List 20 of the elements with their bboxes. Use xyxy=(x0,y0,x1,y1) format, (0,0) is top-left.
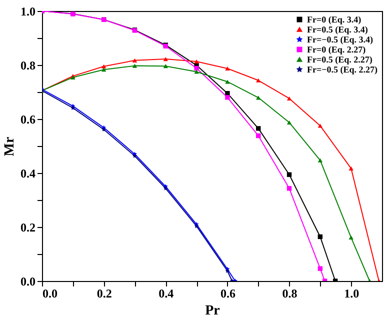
y-axis-title: Mr xyxy=(2,136,18,156)
legend-label: Fr=0.5 (Eq. 2.27) xyxy=(307,54,372,64)
y-tick-label: 0.2 xyxy=(20,220,36,234)
legend-label: Fr=0.5 (Eq. 3.4) xyxy=(307,24,368,34)
y-tick-label: 1.0 xyxy=(20,4,36,18)
y-tick-label: 0.6 xyxy=(20,112,36,126)
x-tick-label: 0.4 xyxy=(158,286,174,300)
y-tick-label: 0.4 xyxy=(20,166,36,180)
y-tick-label: 0.0 xyxy=(20,274,36,288)
legend-label: Fr=0 (Eq. 2.27) xyxy=(307,44,366,54)
y-tick-label: 0.8 xyxy=(20,58,36,72)
x-tick-label: 0.2 xyxy=(96,286,112,300)
x-tick-label: 0.8 xyxy=(282,286,298,300)
x-tick-label: 1.0 xyxy=(344,286,360,300)
legend-label: Fr=−0.5 (Eq. 3.4) xyxy=(307,34,374,44)
x-tick-label: 0.0 xyxy=(42,286,58,300)
legend-label: Fr=−0.5 (Eq. 2.27) xyxy=(307,64,378,74)
legend-label: Fr=0 (Eq. 3.4) xyxy=(307,14,362,24)
x-tick-label: 0.6 xyxy=(220,286,236,300)
x-axis-title: Pr xyxy=(205,304,220,318)
